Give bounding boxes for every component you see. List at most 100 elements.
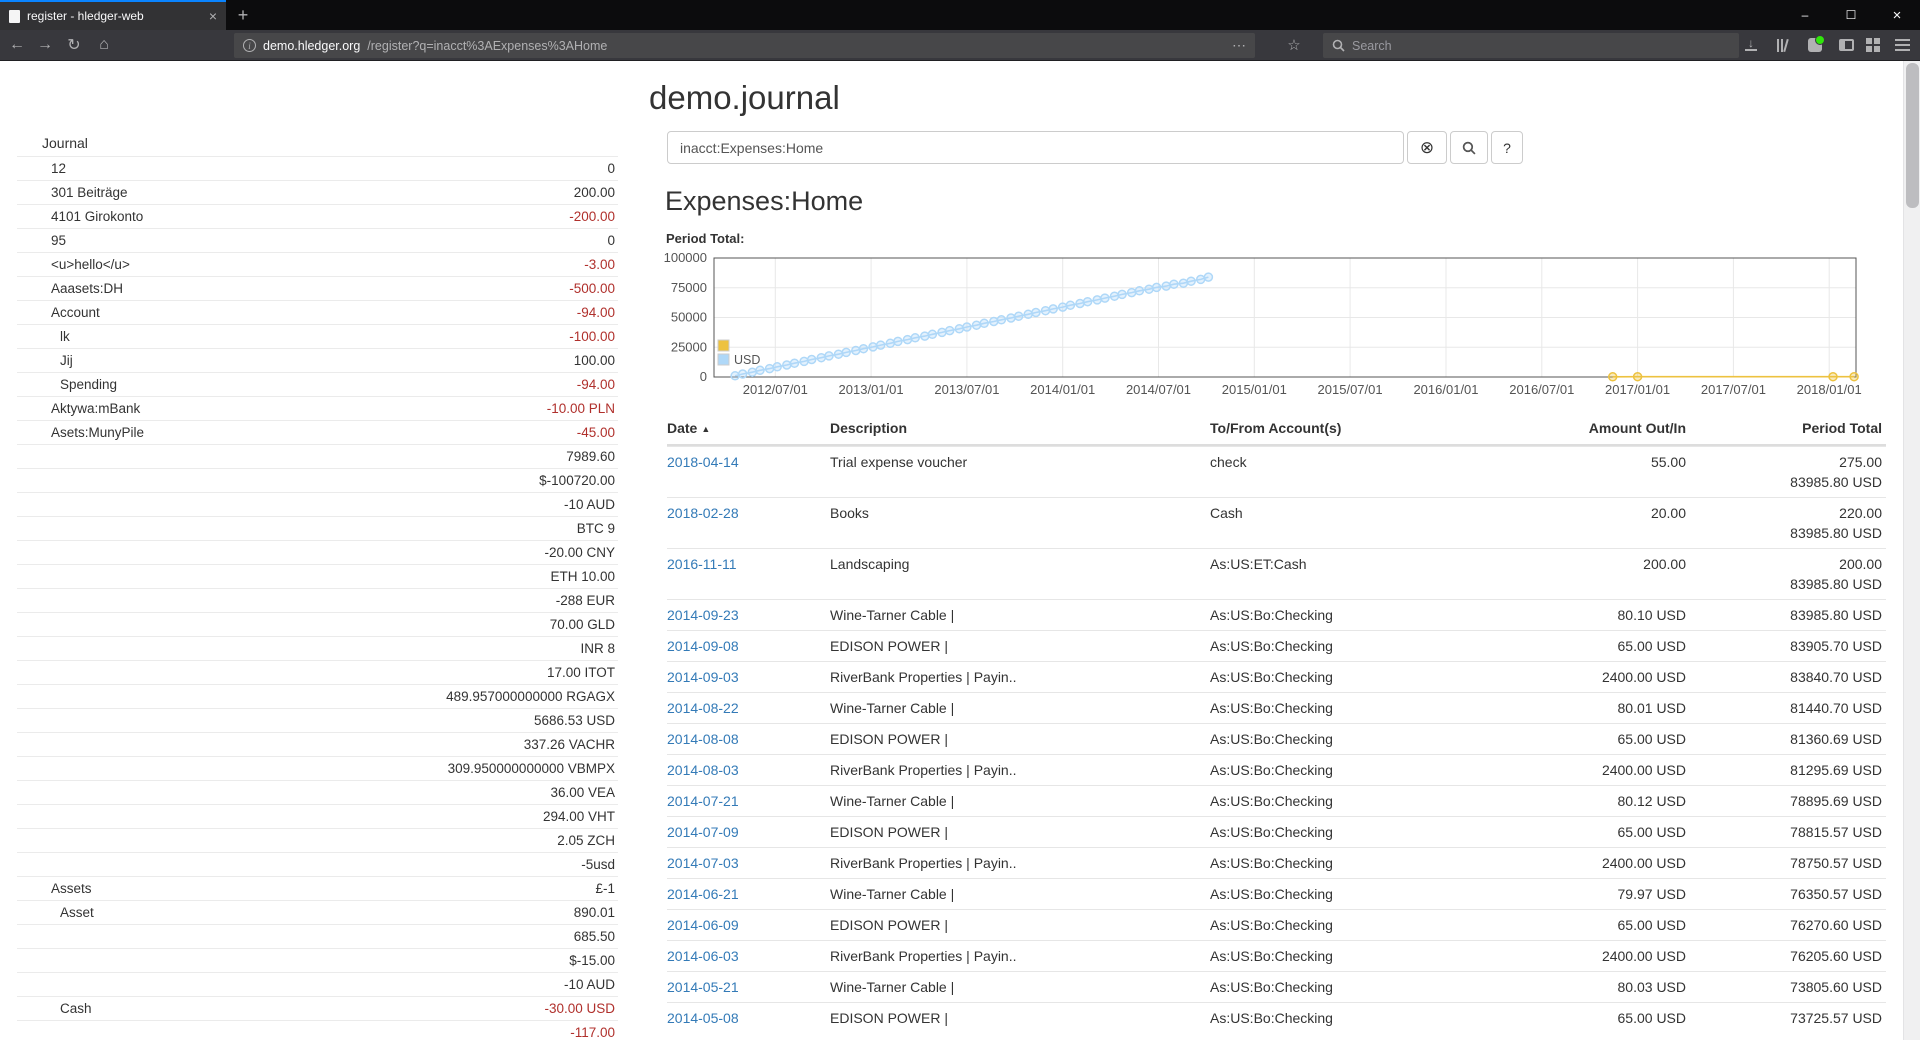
register-row: 2014-07-03 RiverBank Properties | Payin..… xyxy=(667,847,1886,878)
svg-text:2016/07/01: 2016/07/01 xyxy=(1509,382,1574,397)
register-date-link[interactable]: 2014-07-03 xyxy=(667,855,739,871)
sidebar-account-link[interactable]: Aktywa:mBank xyxy=(51,401,141,416)
period-total-line: 73725.57 USD xyxy=(1790,1010,1882,1026)
sidebar-row: 337.26 VACHR xyxy=(17,732,618,756)
register-date-link[interactable]: 2014-06-03 xyxy=(667,948,739,964)
register-date-link[interactable]: 2014-05-08 xyxy=(667,1010,739,1026)
sidebar-row: lk -100.00 xyxy=(17,324,618,348)
register-date-link[interactable]: 2014-09-08 xyxy=(667,638,739,654)
register-amount: 80.03 USD xyxy=(1617,979,1686,995)
register-account: As:US:Bo:Checking xyxy=(1210,638,1333,654)
window-minimize-button[interactable]: – xyxy=(1801,8,1809,22)
sidebar-journal-link[interactable]: Journal xyxy=(42,135,88,151)
sidebar-account-link[interactable]: Asets:MunyPile xyxy=(51,425,145,440)
register-row: 2018-04-14 Trial expense voucher check 55.0… xyxy=(667,446,1886,497)
column-header-date[interactable]: Date ▲ xyxy=(667,420,711,436)
tab-bar: register - hledger-web × + – ☐ × xyxy=(0,0,1920,30)
register-date-link[interactable]: 2014-07-21 xyxy=(667,793,739,809)
sidebar-account-link xyxy=(17,757,448,780)
period-total-line: 81360.69 USD xyxy=(1790,731,1882,747)
url-domain: demo.hledger.org xyxy=(263,38,361,53)
site-info-icon[interactable]: i xyxy=(243,39,256,52)
period-total-chart[interactable]: 2012/07/01 2013/01/01 2013/07/01 2014/01/01… xyxy=(660,252,1880,410)
search-query-input[interactable] xyxy=(667,131,1404,164)
url-bar[interactable]: i demo.hledger.org /register?q=inacct%3A… xyxy=(234,33,1255,58)
browser-search-field[interactable]: Search xyxy=(1323,33,1739,58)
extension-badge-icon[interactable] xyxy=(1801,30,1829,60)
window-close-button[interactable]: × xyxy=(1892,6,1902,24)
tiles-icon[interactable] xyxy=(1859,30,1887,60)
register-date-link[interactable]: 2018-02-28 xyxy=(667,505,739,521)
sidebar-account-link[interactable]: Jij xyxy=(60,353,73,368)
register-date-link[interactable]: 2014-05-21 xyxy=(667,979,739,995)
period-total-line: 83985.80 USD xyxy=(1790,607,1882,623)
sidebar-row: 309.950000000000 VBMPX xyxy=(17,756,618,780)
register-date-link[interactable]: 2014-09-03 xyxy=(667,669,739,685)
register-date-link[interactable]: 2014-08-22 xyxy=(667,700,739,716)
sidebar-account-link[interactable]: Account xyxy=(51,305,100,320)
register-date-link[interactable]: 2014-07-09 xyxy=(667,824,739,840)
bookmark-star-icon[interactable]: ☆ xyxy=(1287,37,1301,54)
reload-icon[interactable]: ↻ xyxy=(67,37,81,54)
register-period-total: 76270.60 USD xyxy=(1690,910,1886,940)
sidebar-account-link[interactable]: 12 xyxy=(51,161,67,176)
new-tab-button[interactable]: + xyxy=(237,4,249,25)
downloads-icon[interactable]: ↓ xyxy=(1737,30,1765,60)
register-date-link[interactable]: 2014-06-21 xyxy=(667,886,739,902)
register-date-link[interactable]: 2018-04-14 xyxy=(667,454,739,470)
register-date-link[interactable]: 2014-08-03 xyxy=(667,762,739,778)
register-amount: 2400.00 USD xyxy=(1601,855,1686,871)
register-amount: 20.00 xyxy=(1650,505,1686,521)
sidebar-account-link[interactable]: 301 Beiträge xyxy=(51,185,128,200)
sidebar-account-link[interactable]: Cash xyxy=(60,1001,92,1016)
sidebar-account-balance: 489.957000000000 RGAGX xyxy=(446,689,615,704)
register-description: Wine-Tarner Cable | xyxy=(830,607,955,623)
clear-query-button[interactable]: ⊗ xyxy=(1407,131,1447,164)
search-submit-button[interactable] xyxy=(1450,131,1488,164)
register-description: RiverBank Properties | Payin.. xyxy=(830,762,1017,778)
sidebar-account-link[interactable]: Aaasets:DH xyxy=(51,281,124,296)
back-icon[interactable]: ← xyxy=(9,36,25,53)
menu-hamburger-icon[interactable] xyxy=(1888,30,1916,60)
window-maximize-button[interactable]: ☐ xyxy=(1845,8,1857,22)
register-date-link[interactable]: 2014-06-09 xyxy=(667,917,739,933)
register-date-link[interactable]: 2016-11-11 xyxy=(667,556,737,572)
sidebar-row: Asets:MunyPile -45.00 xyxy=(17,420,618,444)
scrollbar-thumb[interactable] xyxy=(1906,63,1919,208)
sidebar-row: 7989.60 xyxy=(17,444,618,468)
tab-close-icon[interactable]: × xyxy=(208,8,217,24)
forward-icon[interactable]: → xyxy=(37,36,53,53)
magnifier-icon xyxy=(1462,141,1476,155)
period-total-line: 76270.60 USD xyxy=(1790,917,1882,933)
sidebar-account-balance: BTC 9 xyxy=(576,521,615,536)
sidebar-account-link xyxy=(17,925,574,948)
sidebar-account-link xyxy=(17,493,564,516)
svg-text:2018/01/01: 2018/01/01 xyxy=(1797,382,1862,397)
sidebar-account-link[interactable]: Spending xyxy=(60,377,118,392)
sidebar-account-link[interactable]: 4101 Girokonto xyxy=(51,209,144,224)
register-period-total: 78750.57 USD xyxy=(1690,848,1886,878)
register-description: EDISON POWER | xyxy=(830,1010,948,1026)
register-date-link[interactable]: 2014-09-23 xyxy=(667,607,739,623)
sidebar-account-link[interactable]: 95 xyxy=(51,233,67,248)
svg-text:50000: 50000 xyxy=(671,310,707,325)
vertical-scrollbar[interactable] xyxy=(1903,61,1920,1040)
register-account: check xyxy=(1210,454,1247,470)
register-description: EDISON POWER | xyxy=(830,917,948,933)
home-icon[interactable]: ⌂ xyxy=(99,36,109,53)
register-date-link[interactable]: 2014-08-08 xyxy=(667,731,739,747)
sidebar-account-link[interactable]: lk xyxy=(60,329,70,344)
library-icon[interactable] xyxy=(1768,30,1796,60)
sidebars-icon[interactable] xyxy=(1832,30,1860,60)
sidebar-account-link[interactable]: Assets xyxy=(51,881,92,896)
search-help-button[interactable]: ? xyxy=(1491,131,1523,164)
page-actions-icon[interactable]: ⋯ xyxy=(1232,37,1246,53)
sidebar-account-link xyxy=(17,685,446,708)
sidebar-account-balance: 5686.53 USD xyxy=(533,713,615,728)
sidebar-account-link[interactable]: <u>hello</u> xyxy=(51,257,130,272)
register-amount: 65.00 USD xyxy=(1617,824,1686,840)
search-icon xyxy=(1332,39,1345,52)
sidebar-account-link[interactable]: Asset xyxy=(60,905,94,920)
browser-tab[interactable]: register - hledger-web × xyxy=(0,0,226,30)
sidebar-account-link xyxy=(17,853,581,876)
